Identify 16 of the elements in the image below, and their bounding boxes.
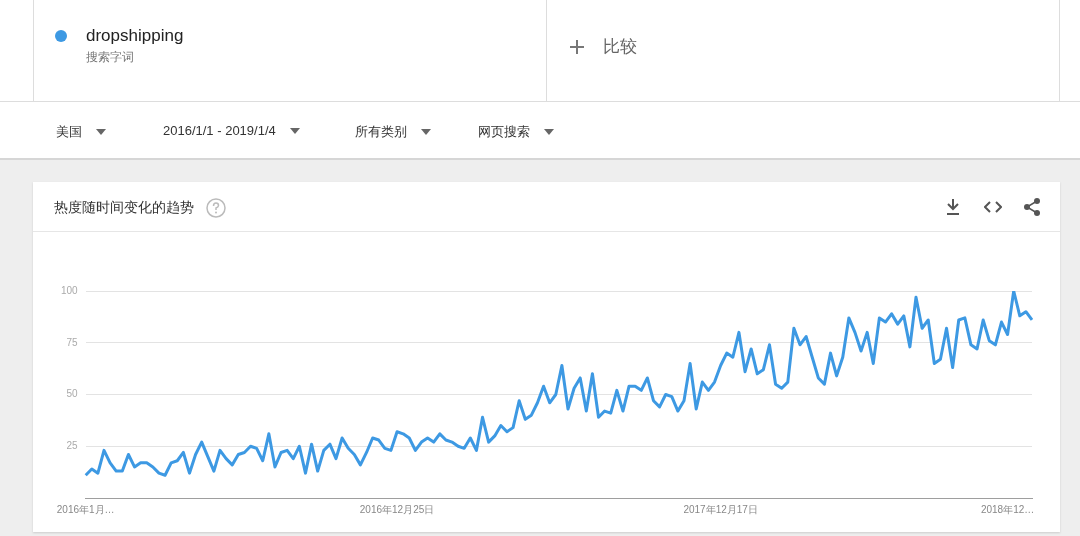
x-tick-label: 2016年1月… [56, 503, 115, 515]
text: 所有类别 [355, 123, 407, 141]
y-tick-label: 25 [66, 440, 79, 451]
y-tick-label: 50 [66, 388, 79, 400]
text: 网页搜索 [478, 123, 530, 141]
x-tick-label: 2016年12月25日 [359, 503, 435, 515]
x-tick-label: 2018年12… [980, 503, 1035, 515]
y-tick-label: 75 [66, 336, 79, 348]
legend-label: dropshipping [86, 26, 184, 46]
text: 搜索字词 [86, 49, 134, 66]
text: 美国 [56, 123, 82, 141]
text: 2016/1/1 - 2019/1/4 [163, 123, 276, 138]
y-tick-label: 100 [61, 284, 79, 296]
x-tick-label: 2017年12月17日 [683, 503, 758, 515]
chart-title: 热度随时间变化的趋势 [54, 199, 194, 217]
text: 比较 [603, 36, 637, 58]
